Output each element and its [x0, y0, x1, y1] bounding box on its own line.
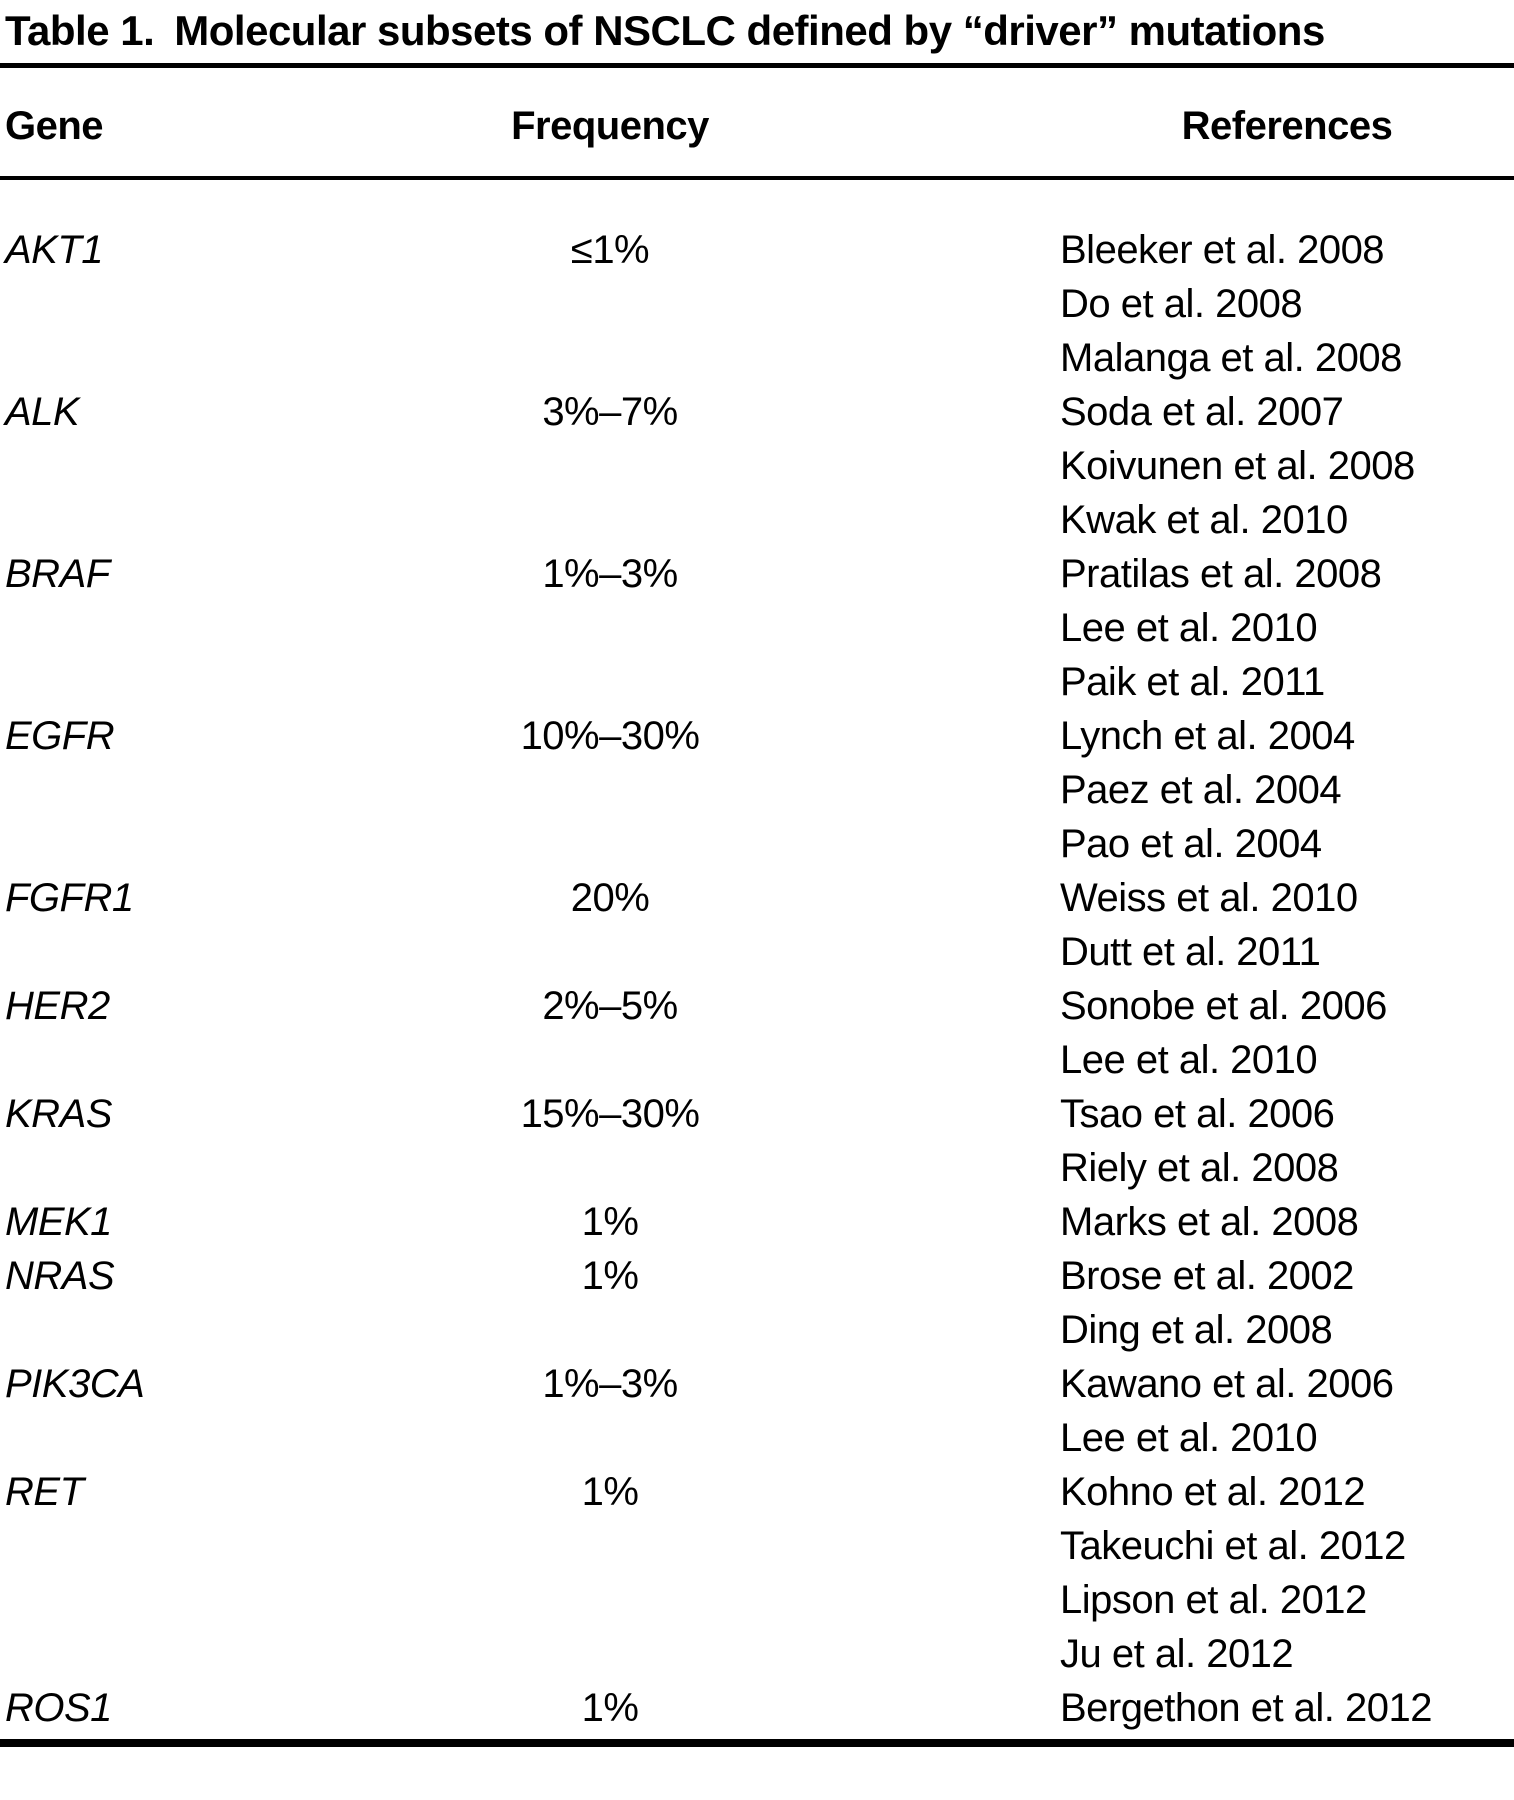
references-cell: Bleeker et al. 2008 Do et al. 2008 Malanga… — [860, 223, 1514, 385]
table-row: NRAS 1% Brose et al. 2002 Ding et al. 2008 — [0, 1249, 1514, 1357]
frequency-cell: 1% — [581, 1470, 639, 1514]
gene-name: MEK1 — [5, 1200, 112, 1244]
table-row: AKT1 ≤1% Bleeker et al. 2008 Do et al. 2008… — [0, 223, 1514, 385]
gene-cell: AKT1 — [0, 223, 360, 277]
reference-line: Bergethon et al. 2012 — [1060, 1686, 1433, 1730]
reference-line: Sonobe et al. 2006 — [1060, 984, 1387, 1028]
gene-name: KRAS — [5, 1092, 112, 1136]
frequency-cell: ≤1% — [570, 228, 650, 272]
table-caption: Table 1. Molecular subsets of NSCLC defin… — [0, 0, 1350, 56]
reference-line: Pratilas et al. 2008 — [1060, 552, 1382, 596]
reference-line: Lipson et al. 2012 — [1060, 1578, 1367, 1622]
frequency-cell: 1% — [581, 1686, 639, 1730]
reference-line: Malanga et al. 2008 — [1060, 336, 1402, 380]
reference-line: Paez et al. 2004 — [1060, 768, 1342, 812]
gene-cell: KRAS — [0, 1087, 360, 1141]
references-cell: Soda et al. 2007 Koivunen et al. 2008 Kwak… — [860, 385, 1514, 547]
references-cell: Lynch et al. 2004 Paez et al. 2004 Pao et … — [860, 709, 1514, 871]
table-row: PIK3CA 1%–3% Kawano et al. 2006 Lee et al. … — [0, 1357, 1514, 1465]
table-row: KRAS 15%–30% Tsao et al. 2006 Riely et al. … — [0, 1087, 1514, 1195]
column-header-gene: Gene — [5, 104, 104, 148]
reference-line: Tsao et al. 2006 — [1060, 1092, 1335, 1136]
table-row: FGFR1 20% Weiss et al. 2010 Dutt et al. 201… — [0, 871, 1514, 979]
table-row: EGFR 10%–30% Lynch et al. 2004 Paez et al. … — [0, 709, 1514, 871]
reference-line: Lynch et al. 2004 — [1060, 714, 1355, 758]
reference-line: Ding et al. 2008 — [1060, 1308, 1333, 1352]
frequency-cell: 20% — [570, 876, 650, 920]
gene-name: ALK — [5, 390, 80, 434]
reference-line: Paik et al. 2011 — [1060, 660, 1325, 704]
references-cell: Marks et al. 2008 — [860, 1195, 1514, 1249]
table-body: AKT1 ≤1% Bleeker et al. 2008 Do et al. 2008… — [0, 180, 1514, 1735]
table-row: HER2 2%–5% Sonobe et al. 2006 Lee et al. 20… — [0, 979, 1514, 1087]
table-row: RET 1% Kohno et al. 2012 Takeuchi et al. 20… — [0, 1465, 1514, 1681]
gene-cell: NRAS — [0, 1249, 360, 1303]
reference-line: Lee et al. 2010 — [1060, 1416, 1318, 1460]
table-row: MEK1 1% Marks et al. 2008 — [0, 1195, 1514, 1249]
table-header-row: Gene Frequency References — [0, 68, 1514, 148]
reference-line: Dutt et al. 2011 — [1060, 930, 1321, 974]
frequency-cell: 10%–30% — [520, 714, 700, 758]
reference-line: Kawano et al. 2006 — [1060, 1362, 1394, 1406]
reference-line: Pao et al. 2004 — [1060, 822, 1322, 866]
references-cell: Weiss et al. 2010 Dutt et al. 2011 — [860, 871, 1514, 979]
frequency-cell: 1% — [581, 1200, 639, 1244]
reference-line: Koivunen et al. 2008 — [1060, 444, 1415, 488]
references-cell: Kawano et al. 2006 Lee et al. 2010 — [860, 1357, 1514, 1465]
reference-line: Ju et al. 2012 — [1060, 1632, 1294, 1676]
frequency-cell: 15%–30% — [520, 1092, 700, 1136]
gene-cell: PIK3CA — [0, 1357, 360, 1411]
column-header-references: References — [1181, 104, 1393, 148]
references-cell: Brose et al. 2002 Ding et al. 2008 — [860, 1249, 1514, 1357]
table-row: ALK 3%–7% Soda et al. 2007 Koivunen et al. … — [0, 385, 1514, 547]
gene-name: AKT1 — [5, 228, 104, 272]
gene-cell: RET — [0, 1465, 360, 1519]
references-cell: Pratilas et al. 2008 Lee et al. 2010 Paik … — [860, 547, 1514, 709]
reference-line: Soda et al. 2007 — [1060, 390, 1344, 434]
frequency-cell: 1%–3% — [542, 552, 678, 596]
table-label: Table 1. — [5, 7, 155, 54]
reference-line: Lee et al. 2010 — [1060, 606, 1318, 650]
reference-line: Brose et al. 2002 — [1060, 1254, 1354, 1298]
gene-cell: HER2 — [0, 979, 360, 1033]
gene-cell: MEK1 — [0, 1195, 360, 1249]
gene-name: ROS1 — [5, 1686, 112, 1730]
column-header-frequency: Frequency — [511, 104, 709, 148]
frequency-cell: 3%–7% — [542, 390, 678, 434]
table-row: BRAF 1%–3% Pratilas et al. 2008 Lee et al. … — [0, 547, 1514, 709]
reference-line: Kwak et al. 2010 — [1060, 498, 1348, 542]
reference-line: Lee et al. 2010 — [1060, 1038, 1318, 1082]
top-rule — [0, 63, 1514, 68]
references-cell: Kohno et al. 2012 Takeuchi et al. 2012 Lip… — [860, 1465, 1514, 1681]
references-cell: Tsao et al. 2006 Riely et al. 2008 — [860, 1087, 1514, 1195]
gene-name: EGFR — [5, 714, 115, 758]
references-cell: Bergethon et al. 2012 — [860, 1681, 1514, 1735]
gene-name: NRAS — [5, 1254, 115, 1298]
gene-name: RET — [5, 1470, 84, 1514]
gene-cell: ALK — [0, 385, 360, 439]
gene-cell: BRAF — [0, 547, 360, 601]
references-cell: Sonobe et al. 2006 Lee et al. 2010 — [860, 979, 1514, 1087]
reference-line: Kohno et al. 2012 — [1060, 1470, 1366, 1514]
reference-line: Marks et al. 2008 — [1060, 1200, 1359, 1244]
frequency-cell: 1% — [581, 1254, 639, 1298]
gene-cell: ROS1 — [0, 1681, 360, 1735]
frequency-cell: 2%–5% — [542, 984, 678, 1028]
gene-cell: FGFR1 — [0, 871, 360, 925]
table-title: Molecular subsets of NSCLC defined by “d… — [174, 7, 1325, 54]
header-rule — [0, 176, 1514, 180]
gene-name: HER2 — [5, 984, 110, 1028]
reference-line: Weiss et al. 2010 — [1060, 876, 1358, 920]
gene-name: FGFR1 — [5, 876, 134, 920]
reference-line: Bleeker et al. 2008 — [1060, 228, 1385, 272]
reference-line: Takeuchi et al. 2012 — [1060, 1524, 1406, 1568]
bottom-rule — [0, 1739, 1514, 1747]
frequency-cell: 1%–3% — [542, 1362, 678, 1406]
gene-cell: EGFR — [0, 709, 360, 763]
gene-name: PIK3CA — [5, 1362, 145, 1406]
table-row: ROS1 1% Bergethon et al. 2012 — [0, 1681, 1514, 1735]
reference-line: Do et al. 2008 — [1060, 282, 1303, 326]
reference-line: Riely et al. 2008 — [1060, 1146, 1339, 1190]
gene-name: BRAF — [5, 552, 110, 596]
